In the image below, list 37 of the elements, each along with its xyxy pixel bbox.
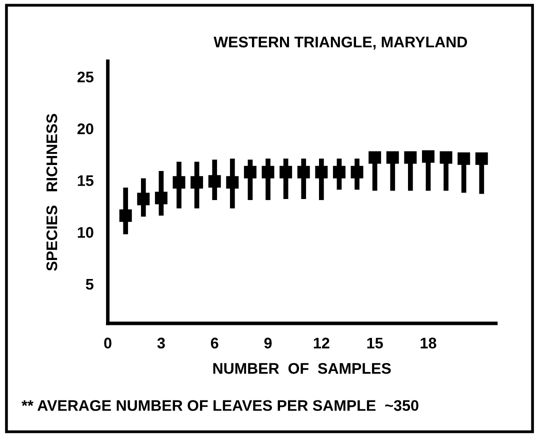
point xyxy=(244,166,256,178)
x-tick-label: 3 xyxy=(157,338,165,349)
x-axis-title: NUMBER OF SAMPLES xyxy=(213,363,391,374)
x-tick-label: 9 xyxy=(264,338,272,348)
point xyxy=(119,209,132,222)
point xyxy=(262,166,274,178)
y-axis-title: SPECIES RICHNESS xyxy=(46,114,58,271)
point xyxy=(172,176,186,189)
y-tick-label: 20 xyxy=(77,123,94,134)
point xyxy=(458,152,470,165)
x-tick-label: 18 xyxy=(420,338,436,348)
point xyxy=(226,176,239,189)
y-tick-label: 25 xyxy=(77,72,94,82)
chart-title: WESTERN TRIANGLE, MARYLAND xyxy=(214,36,468,50)
y-tick-label: 10 xyxy=(78,227,94,238)
point xyxy=(440,151,452,164)
y-tick-label: 15 xyxy=(78,175,94,186)
point xyxy=(422,150,434,163)
point xyxy=(332,166,346,178)
x-tick-label: 6 xyxy=(210,338,218,348)
y-tick-label: 5 xyxy=(86,279,94,290)
point xyxy=(368,151,382,164)
point xyxy=(190,176,204,189)
text: ** AVERAGE NUMBER OF LEAVES PER SAMPLE ~350 xyxy=(22,400,418,411)
point xyxy=(137,192,150,206)
x-tick-label: 12 xyxy=(314,338,330,348)
point xyxy=(208,175,221,188)
point xyxy=(404,151,417,164)
x-tick-label: 15 xyxy=(367,338,383,348)
point xyxy=(350,166,364,178)
x-tick-label: 0 xyxy=(104,338,112,348)
point xyxy=(297,166,310,178)
point xyxy=(154,192,168,204)
point xyxy=(475,152,488,165)
point xyxy=(386,151,399,164)
point xyxy=(280,166,292,178)
point xyxy=(315,166,328,178)
